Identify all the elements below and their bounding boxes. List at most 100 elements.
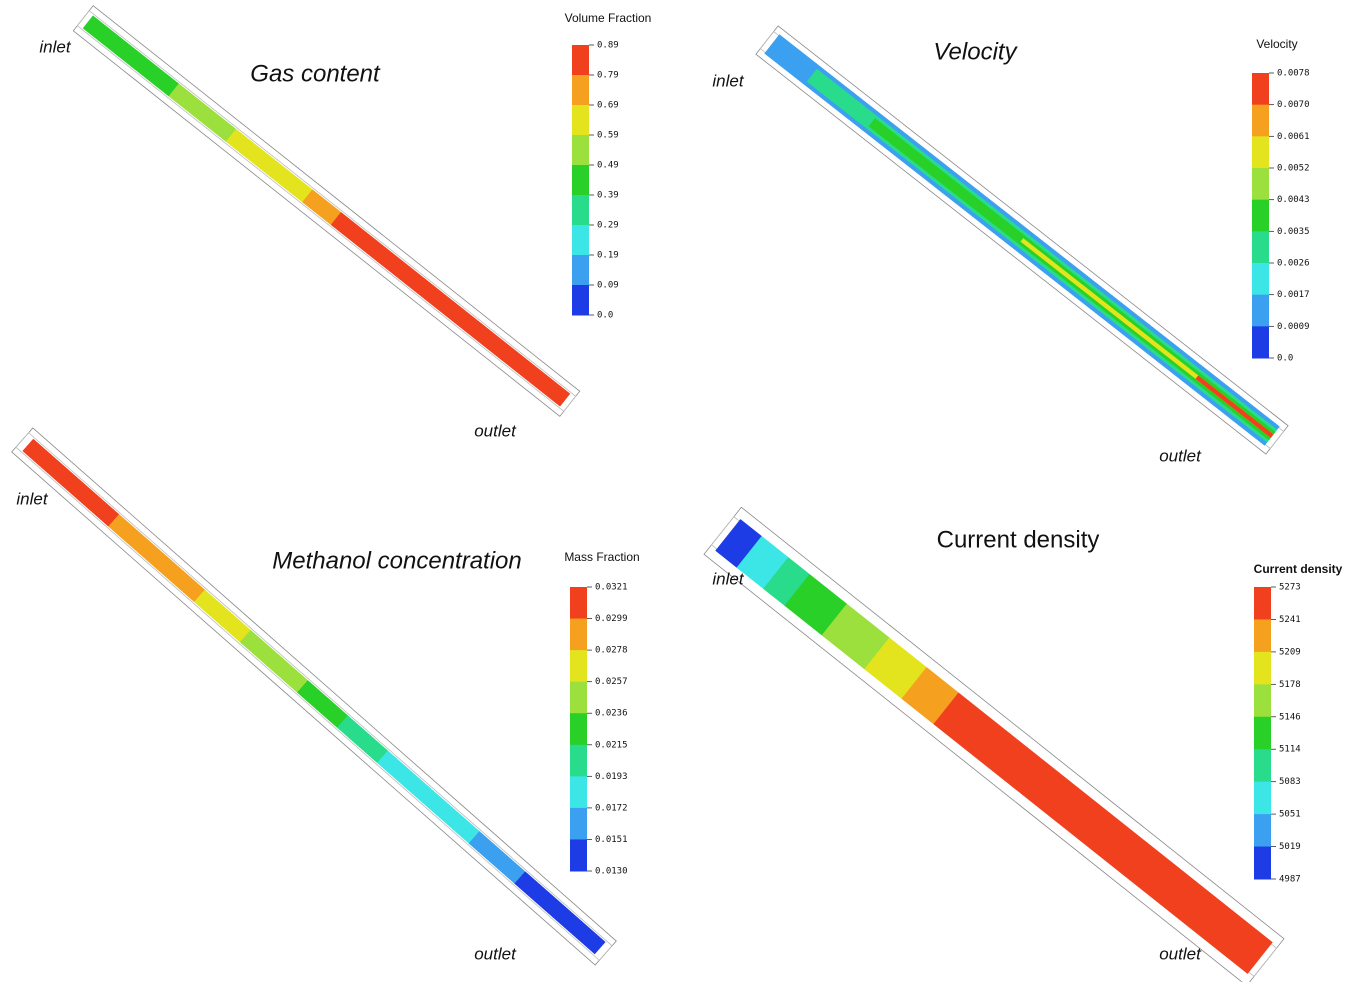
colorbar-band (1252, 263, 1269, 295)
colorbar-label: 0.59 (597, 131, 619, 141)
contour-band (83, 16, 179, 97)
colorbar-band (1254, 652, 1271, 685)
colorbar-band (570, 839, 587, 871)
colorbar-label: 0.0215 (595, 740, 628, 750)
colorbar-label: 0.0078 (1277, 69, 1310, 79)
legend-title: Current density (1254, 562, 1343, 576)
contour-band (109, 514, 205, 601)
colorbar-band (570, 713, 587, 745)
colorbar-label: 5273 (1279, 583, 1301, 593)
colorbar-band (1254, 619, 1271, 652)
colorbar-band (1254, 684, 1271, 717)
contour-band (23, 439, 119, 526)
colorbar-band (1252, 295, 1269, 327)
colorbar-label: 0.0172 (595, 803, 628, 813)
colorbar-band (572, 255, 589, 286)
colorbar-label: 0.0061 (1277, 132, 1310, 142)
inlet-label: inlet (16, 489, 48, 508)
colorbar-band (1254, 847, 1271, 880)
colorbar-band (572, 105, 589, 136)
contour-band (934, 693, 1273, 974)
colorbar-band (1254, 782, 1271, 815)
colorbar-label: 0.0 (1277, 354, 1293, 364)
panel-title: Current density (937, 526, 1100, 553)
colorbar-label: 0.19 (597, 251, 619, 261)
colorbar-label: 5209 (1279, 647, 1301, 657)
colorbar-label: 0.0299 (595, 614, 628, 624)
figure: Gas content inlet outlet Volume Fraction 0.8… (0, 0, 1368, 982)
colorbar-label: 0.0321 (595, 583, 628, 593)
contour-band (297, 680, 348, 727)
colorbar-label: 0.0026 (1277, 259, 1310, 269)
colorbar-label: 0.49 (597, 161, 619, 171)
colorbar-label: 0.0043 (1277, 195, 1310, 205)
colorbar-label: 0.0278 (595, 646, 628, 656)
colorbar-label: 0.0070 (1277, 100, 1310, 110)
contour-band (1196, 376, 1273, 438)
contour-band (194, 590, 250, 642)
contour-band (515, 872, 606, 954)
panel-title: Methanol concentration (272, 547, 522, 574)
colorbar-label: 0.69 (597, 101, 619, 111)
inlet-label: inlet (39, 37, 71, 56)
colorbar-band (570, 776, 587, 808)
contour-band (226, 129, 312, 202)
colorbar-label: 0.0017 (1277, 290, 1310, 300)
colorbar-label: 0.89 (597, 41, 619, 51)
colorbar-label: 0.0151 (595, 835, 628, 845)
colorbar-band (570, 587, 587, 619)
colorbar-band (1252, 326, 1269, 358)
panel-title: Velocity (933, 38, 1018, 65)
outlet-label: outlet (474, 944, 517, 963)
colorbar-band (570, 745, 587, 777)
colorbar-label: 5178 (1279, 680, 1301, 690)
colorbar-band (572, 195, 589, 226)
colorbar-label: 5114 (1279, 745, 1301, 755)
colorbar-band (1254, 717, 1271, 750)
contour-band (331, 212, 570, 406)
legend-title: Mass Fraction (564, 550, 639, 564)
colorbar-label: 0.0236 (595, 709, 628, 719)
colorbar-band (1252, 231, 1269, 263)
colorbar-label: 4987 (1279, 875, 1301, 885)
legend-title: Volume Fraction (565, 11, 652, 25)
colorbar-band (572, 285, 589, 316)
outlet-label: outlet (1159, 446, 1202, 465)
colorbar-label: 5241 (1279, 615, 1301, 625)
colorbar-band (1252, 200, 1269, 232)
colorbar-label: 5051 (1279, 810, 1301, 820)
colorbar-band (1254, 814, 1271, 847)
colorbar-label: 5146 (1279, 712, 1301, 722)
colorbar-band (1252, 105, 1269, 137)
colorbar-band (570, 682, 587, 714)
outlet-label: outlet (474, 421, 517, 440)
colorbar-band (572, 75, 589, 106)
colorbar-band (1252, 168, 1269, 200)
contour-band (469, 831, 525, 883)
contour-band (337, 716, 388, 763)
colorbar-label: 0.79 (597, 71, 619, 81)
contour-band (377, 751, 479, 843)
colorbar-label: 5083 (1279, 777, 1301, 787)
colorbar-band (572, 225, 589, 256)
colorbar-band (572, 135, 589, 166)
colorbar-band (572, 165, 589, 196)
colorbar-label: 0.0052 (1277, 164, 1310, 174)
colorbar-label: 0.0035 (1277, 227, 1310, 237)
colorbar-band (572, 45, 589, 76)
inlet-label: inlet (712, 71, 744, 90)
colorbar-band (1252, 73, 1269, 105)
panel-title: Gas content (250, 60, 381, 87)
colorbar-label: 0.0009 (1277, 322, 1310, 332)
colorbar-label: 5019 (1279, 842, 1301, 852)
colorbar-band (1254, 749, 1271, 782)
colorbar-label: 0.29 (597, 221, 619, 231)
colorbar-band (570, 650, 587, 682)
colorbar-band (1252, 136, 1269, 168)
outlet-label: outlet (1159, 944, 1202, 963)
colorbar-label: 0.0257 (595, 677, 628, 687)
colorbar-band (570, 619, 587, 651)
colorbar-label: 0.39 (597, 191, 619, 201)
colorbar-band (1254, 587, 1271, 620)
colorbar-label: 0.0 (597, 311, 613, 321)
